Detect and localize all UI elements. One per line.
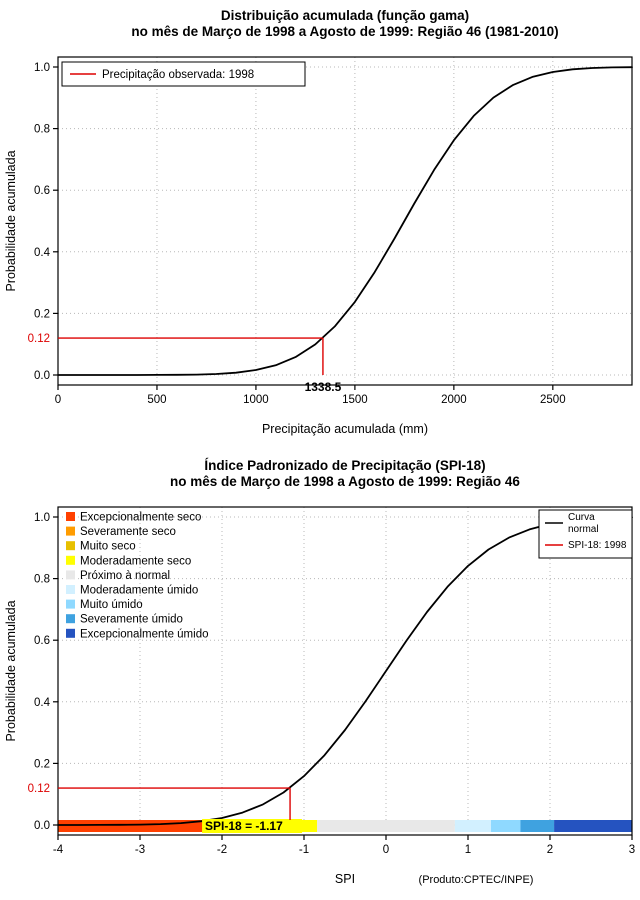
marker-lines [58,787,291,820]
category-label: Moderadamente seco [80,555,191,567]
marker-label-background [202,819,303,833]
legend-label: Curva [568,512,595,523]
category-label: Moderadamente úmido [80,585,198,597]
category-swatch [66,541,75,551]
y-tick-label: 0.6 [34,635,50,647]
category-label: Excepcionalmente úmido [80,628,209,640]
spi-cdf-chart: -4 -3 -2 -1 0 1 2 3 0.0 0.2 0.4 0.6 0.8 1.0 Índice Pad… [0,450,640,900]
x-tick-label: 2500 [540,394,566,406]
legend-label: Precipitação observada: 1998 [102,69,254,81]
x-tick-label: -4 [53,844,64,856]
x-tick-label: 2 [547,844,553,856]
spi-category-bar [58,820,632,832]
category-label: Muito seco [80,541,136,553]
y-tick-label: 0.6 [34,185,50,197]
chart-title: Distribuição acumulada (função gama) [221,8,469,23]
legend-label: SPI-18: 1998 [568,540,627,551]
x-tick-label: 500 [147,394,166,406]
category-swatch [66,614,75,624]
category-label: Muito úmido [80,599,143,611]
plot-box [57,506,633,836]
y-axis-label: Probabilidade acumulada [4,150,18,291]
marker-probability-label: 0.12 [28,783,50,795]
x-tick-label: 0 [55,394,61,406]
cdf-curve [57,66,633,376]
y-tick-label: 1.0 [34,512,50,524]
legend-box [538,509,633,559]
y-tick-label: 0.8 [34,124,50,136]
x-tick-label: -3 [135,844,145,856]
legend-box [61,61,306,87]
category-swatch [66,526,75,536]
category-swatch [66,570,75,580]
category-swatch [66,599,75,609]
category-label: Severamente úmido [80,614,183,626]
category-swatch [66,585,75,594]
category-label: Severamente seco [80,526,176,538]
y-tick-label: 0.4 [34,697,51,709]
marker-x-label: 1338.5 [305,380,342,394]
x-tick-label: 3 [629,844,635,856]
x-tick-label: 2000 [441,394,467,406]
spi-value-label: SPI-18 = -1.17 [205,819,283,833]
category-label: Próximo à normal [80,570,170,582]
gamma-cdf-chart: 0 500 1000 1500 2000 2500 0.0 0.2 0.4 0.6 0.8 1.0 Di… [4,8,633,436]
legend-label: normal [568,524,599,535]
marker-probability-label: 0.12 [28,333,50,345]
spi-categories-legend: Excepcionalmente seco Severamente seco Mui… [66,512,209,640]
marker-lines [58,337,324,375]
product-footnote: (Produto:CPTEC/INPE) [419,874,534,886]
category-label: Excepcionalmente seco [80,512,201,524]
spi-bar-segment [454,820,491,832]
category-swatch [66,628,75,638]
cdf-curve [57,516,633,826]
plot-box [57,56,633,386]
x-axis-label: SPI [335,872,355,886]
x-axis-label: Precipitação acumulada (mm) [262,422,428,436]
category-swatch [66,555,75,565]
spi-bar-segment [490,820,521,832]
y-tick-label: 0.0 [34,820,50,832]
spi-bar-segment [317,820,455,832]
spi-bar-segment [554,820,632,832]
x-tick-label: 1000 [243,394,269,406]
y-tick-label: 0.4 [34,247,51,259]
y-tick-label: 0.2 [34,758,50,770]
x-tick-label: 1 [465,844,471,856]
y-tick-label: 1.0 [34,62,50,74]
spi-bar-segment [520,820,555,832]
y-axis-label: Probabilidade acumulada [4,600,18,741]
y-tick-label: 0.0 [34,370,50,382]
category-swatch [66,512,75,521]
y-tick-label: 0.8 [34,574,50,586]
x-tick-label: -2 [217,844,227,856]
y-tick-label: 0.2 [34,308,50,320]
chart-title: Índice Padronizado de Precipitação (SPI-… [204,458,485,473]
chart-subtitle: no mês de Março de 1998 a Agosto de 1999… [170,474,520,489]
x-tick-label: 1500 [342,394,368,406]
chart-subtitle: no mês de Março de 1998 a Agosto de 1999… [131,24,558,39]
x-tick-label: -1 [299,844,309,856]
x-tick-label: 0 [383,844,389,856]
axis-ticks [53,516,633,840]
plot-legend: Precipitação observada: 1998 [61,61,306,87]
